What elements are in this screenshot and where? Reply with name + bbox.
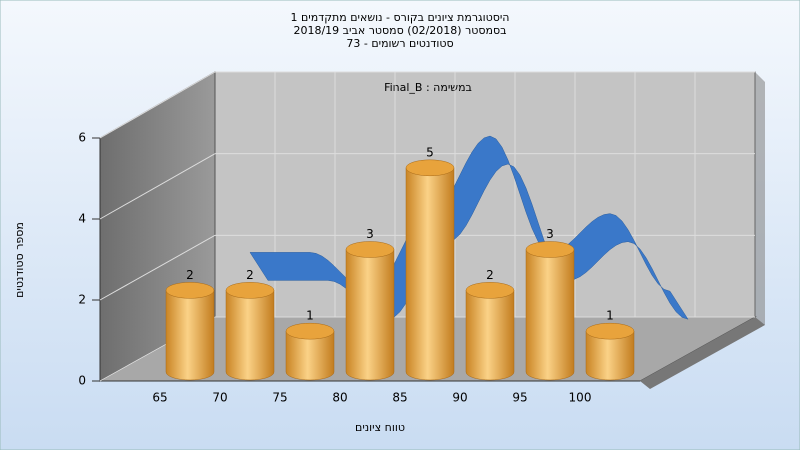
value-label: 2 bbox=[246, 268, 254, 282]
bar bbox=[405, 167, 455, 381]
value-label: 1 bbox=[306, 309, 314, 323]
annotation: Final_B : במשימה bbox=[384, 81, 472, 94]
bar-top bbox=[585, 322, 635, 340]
x-axis-label: טווח ציונים bbox=[355, 421, 405, 434]
bar bbox=[285, 330, 335, 381]
x-tick-label: 70 bbox=[212, 391, 227, 405]
y-tick-label: 6 bbox=[78, 131, 86, 145]
x-tick-label: 65 bbox=[152, 391, 167, 405]
grid-line bbox=[99, 234, 216, 301]
bar bbox=[525, 249, 575, 381]
title: היסטוגרמת ציונים בקורס - נושאים מתקדמים … bbox=[290, 11, 509, 50]
x-tick-label: 95 bbox=[512, 391, 527, 405]
bar-top bbox=[525, 241, 575, 258]
bar bbox=[345, 249, 395, 381]
bar bbox=[465, 290, 515, 381]
title-line: בסמסטר (02/2018) סמסטר אביב 2018/19 bbox=[293, 24, 506, 37]
value-label: 5 bbox=[426, 145, 434, 159]
floor-edge bbox=[640, 317, 765, 389]
value-label: 2 bbox=[486, 268, 494, 282]
bar-top bbox=[165, 282, 215, 299]
bar-top bbox=[285, 322, 335, 340]
y-tick-label: 0 bbox=[78, 374, 86, 388]
grid-line bbox=[99, 153, 216, 220]
y-tick-label: 4 bbox=[78, 212, 86, 226]
title-line: היסטוגרמת ציונים בקורס - נושאים מתקדמים … bbox=[290, 11, 509, 24]
title-line: סטודנטים רשומים - 73 bbox=[346, 37, 453, 50]
bar-top bbox=[405, 159, 455, 177]
x-tick-label: 100 bbox=[569, 391, 592, 405]
value-label: 3 bbox=[546, 227, 554, 241]
value-label: 3 bbox=[366, 227, 374, 241]
grid-line bbox=[99, 71, 216, 139]
bar bbox=[225, 290, 275, 381]
x-tick-label: 85 bbox=[392, 391, 407, 405]
value-label: 1 bbox=[606, 309, 614, 323]
x-tick-label: 90 bbox=[452, 391, 467, 405]
x-tick-label: 75 bbox=[272, 391, 287, 405]
bar-top bbox=[345, 241, 395, 258]
bar bbox=[165, 290, 215, 381]
value-label: 2 bbox=[186, 268, 194, 282]
x-tick-label: 80 bbox=[332, 391, 347, 405]
y-axis-label: מספר סטודנטים bbox=[13, 222, 26, 298]
bar bbox=[585, 330, 635, 381]
bar-top bbox=[465, 282, 515, 299]
bar-top bbox=[225, 282, 275, 299]
y-tick-label: 2 bbox=[78, 293, 86, 307]
